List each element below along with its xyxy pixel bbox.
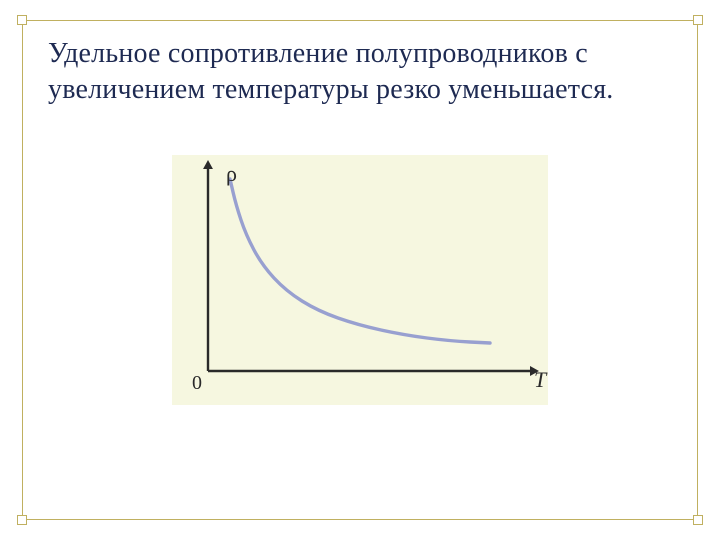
corner-tr [693, 15, 703, 25]
slide-title: Удельное сопротивление полупроводников с… [48, 36, 688, 108]
svg-text:T: T [534, 367, 548, 392]
corner-bl [17, 515, 27, 525]
slide-container: Удельное сопротивление полупроводников с… [0, 0, 720, 540]
svg-text:0: 0 [192, 372, 202, 394]
resistivity-chart: ρ T 0 [172, 155, 548, 405]
corner-tl [17, 15, 27, 25]
corner-br [693, 515, 703, 525]
svg-text:ρ: ρ [226, 161, 237, 186]
